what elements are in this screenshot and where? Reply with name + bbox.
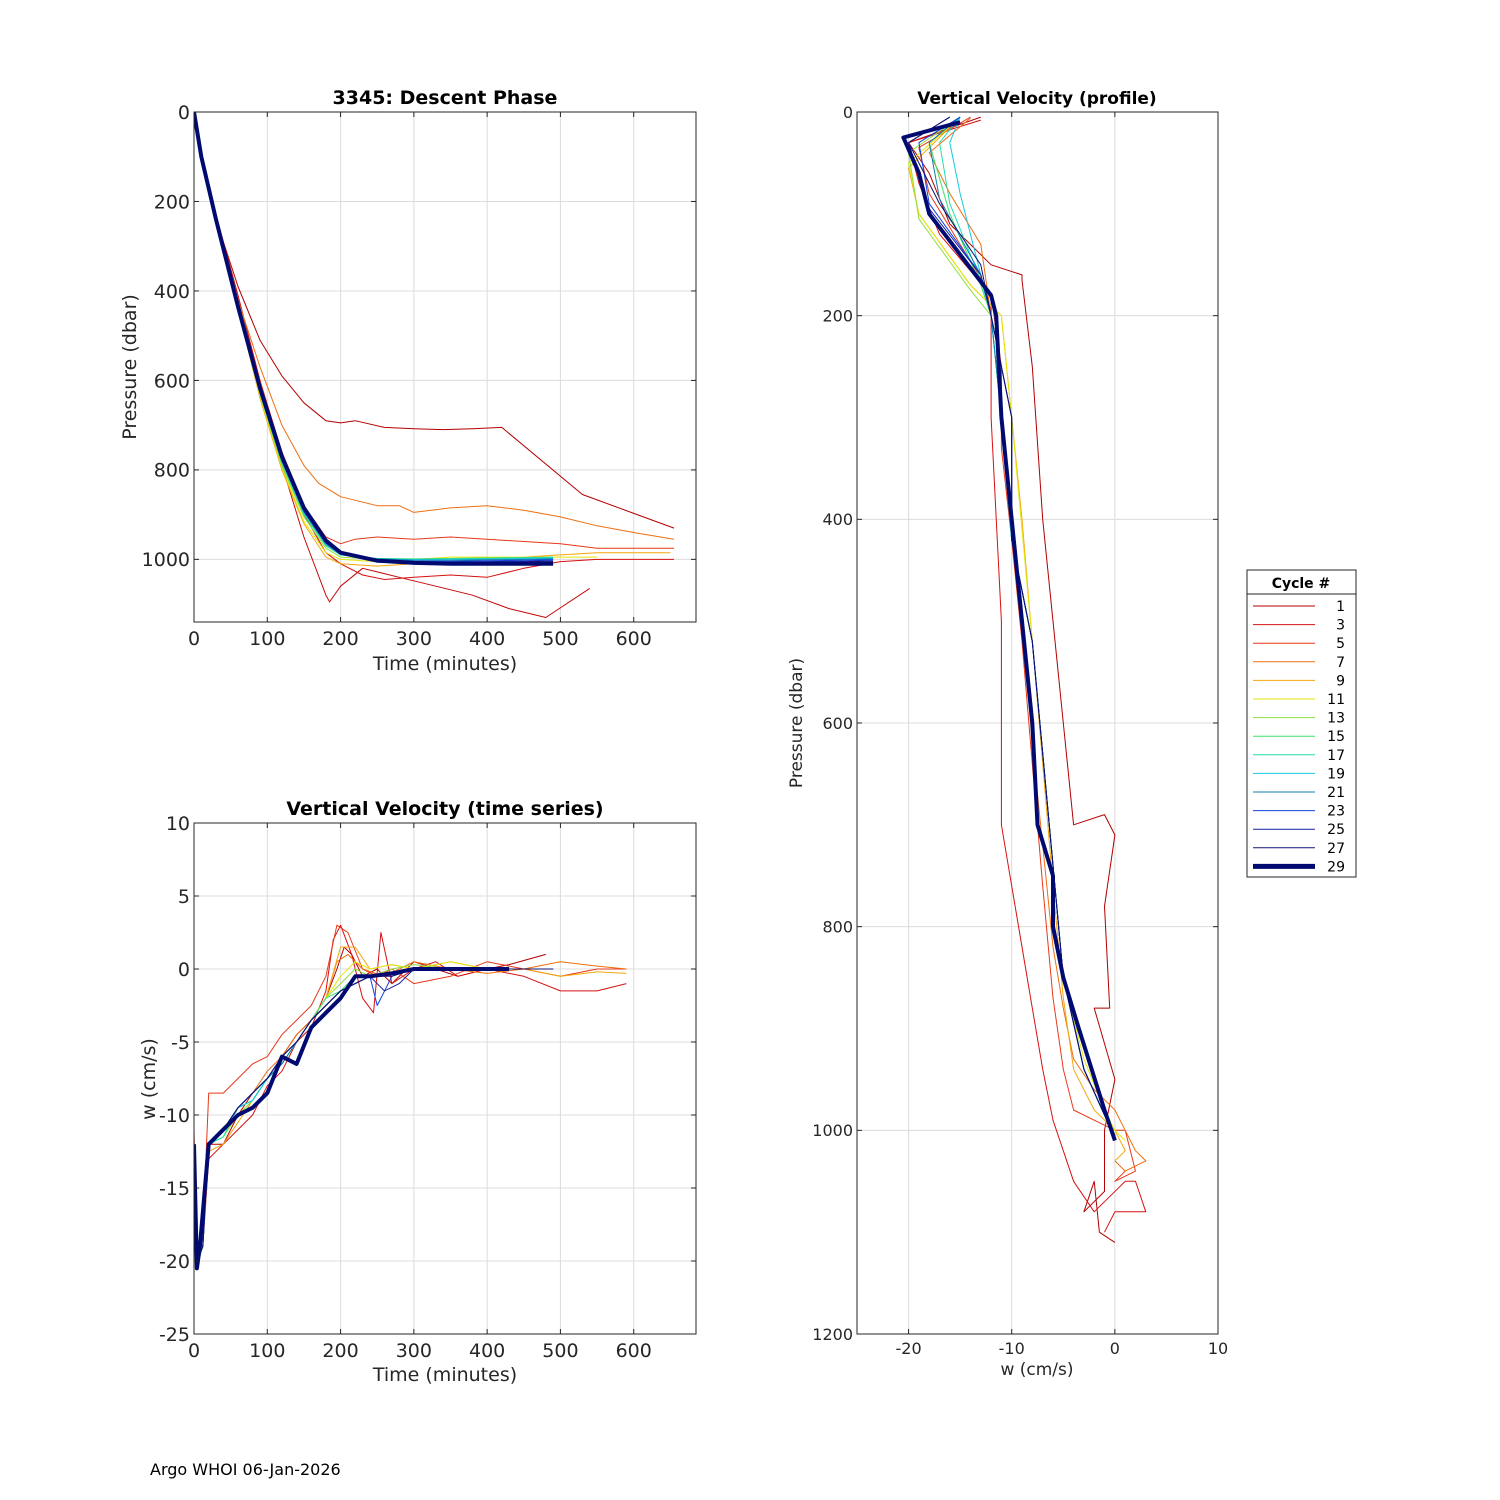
x-tick-label: 0 (1110, 1339, 1120, 1358)
series-line-cycle-27 (908, 116, 1116, 1136)
y-tick-label: 1200 (812, 1325, 853, 1344)
y-tick-label: 0 (843, 103, 853, 122)
x-tick-label: 300 (396, 628, 432, 650)
series-line-cycle-7 (928, 117, 1147, 1172)
x-tick-label: 300 (396, 1340, 432, 1362)
legend-label-29: 29 (1327, 859, 1345, 875)
descent-ylabel: Pressure (dbar) (119, 294, 141, 440)
velocity-time-title: Vertical Velocity (time series) (286, 798, 603, 820)
x-tick-label: 0 (188, 1340, 200, 1362)
series-line-cycle-29 (901, 120, 1117, 1142)
velocity-time-ylabel: w (cm/s) (138, 1038, 160, 1120)
y-tick-label: 600 (154, 370, 190, 392)
y-tick-label: 800 (154, 460, 190, 482)
legend-label-15: 15 (1327, 729, 1345, 745)
velocity-profile-xlabel: w (cm/s) (1000, 1360, 1073, 1380)
series-line-cycle-29 (194, 967, 510, 1271)
y-tick-label: -25 (159, 1324, 190, 1346)
x-tick-label: 100 (249, 1340, 285, 1362)
y-tick-label: -20 (159, 1251, 190, 1273)
y-tick-label: 800 (822, 917, 853, 936)
x-tick-label: 200 (322, 1340, 358, 1362)
x-tick-label: 10 (1208, 1339, 1228, 1358)
descent-grid (194, 112, 696, 622)
x-tick-label: 500 (542, 1340, 578, 1362)
legend-label-5: 5 (1336, 636, 1345, 652)
legend-label-7: 7 (1336, 655, 1345, 671)
y-tick-label: 0 (178, 959, 190, 981)
legend-label-13: 13 (1327, 711, 1345, 727)
x-tick-label: -20 (896, 1339, 922, 1358)
velocity-time-axes-frame (193, 822, 697, 1335)
descent-axes-frame (193, 111, 697, 623)
x-tick-label: -10 (999, 1339, 1025, 1358)
y-tick-label: 10 (166, 813, 190, 835)
legend-label-9: 9 (1336, 673, 1345, 689)
velocity-time-grid (194, 823, 696, 1334)
velocity-time-panel: 0 100 200 300 400 500 600 -25 -20 -15 -10 -5 0 5 10 Ve… (138, 798, 697, 1386)
descent-series (194, 112, 675, 618)
series-line-cycle-3 (194, 924, 627, 1262)
series-line-cycle-1 (908, 116, 1116, 1243)
velocity-profile-grid (857, 112, 1218, 1334)
y-tick-label: 5 (178, 886, 190, 908)
descent-ticks: 0 100 200 300 400 500 600 0 200 400 600 800 1000 (142, 102, 696, 650)
series-line-cycle-5 (194, 924, 627, 1247)
descent-xlabel: Time (minutes) (372, 653, 517, 675)
y-tick-label: 400 (822, 510, 853, 529)
velocity-time-series (194, 924, 627, 1271)
legend-label-27: 27 (1327, 841, 1345, 857)
legend-label-25: 25 (1327, 822, 1345, 838)
legend-label-17: 17 (1327, 748, 1345, 764)
series-line-cycle-29 (194, 112, 554, 566)
velocity-profile-title: Vertical Velocity (profile) (917, 89, 1156, 109)
descent-phase-panel: 0 100 200 300 400 500 600 0 200 400 600 800 1000 334… (119, 87, 697, 675)
y-tick-label: 200 (822, 306, 853, 325)
y-tick-label: -5 (171, 1032, 190, 1054)
series-line-cycle-1 (194, 112, 675, 529)
x-tick-label: 400 (469, 1340, 505, 1362)
y-tick-label: 200 (154, 191, 190, 213)
x-tick-label: 500 (542, 628, 578, 650)
y-tick-label: 600 (822, 714, 853, 733)
footer-credit: Argo WHOI 06-Jan-2026 (150, 1460, 341, 1479)
legend-label-11: 11 (1327, 692, 1345, 708)
x-tick-label: 400 (469, 628, 505, 650)
velocity-profile-ylabel: Pressure (dbar) (787, 658, 807, 788)
y-tick-label: 0 (178, 102, 190, 124)
x-tick-label: 100 (249, 628, 285, 650)
legend-label-19: 19 (1327, 766, 1345, 782)
y-tick-label: 400 (154, 281, 190, 303)
y-tick-label: -15 (159, 1178, 190, 1200)
y-tick-label: 1000 (142, 549, 190, 571)
legend-label-21: 21 (1327, 785, 1345, 801)
velocity-profile-series (901, 116, 1147, 1243)
legend-label-23: 23 (1327, 804, 1345, 820)
x-tick-label: 600 (616, 1340, 652, 1362)
legend-label-3: 3 (1336, 618, 1345, 634)
legend-title: Cycle # (1272, 576, 1331, 592)
descent-plot-area (193, 111, 697, 623)
x-tick-label: 200 (322, 628, 358, 650)
x-tick-label: 600 (616, 628, 652, 650)
y-tick-label: 1000 (812, 1121, 853, 1140)
x-tick-label: 0 (188, 628, 200, 650)
legend-box (1246, 569, 1357, 878)
legend-label-1: 1 (1336, 599, 1345, 615)
descent-title: 3345: Descent Phase (333, 87, 558, 109)
velocity-time-plot-area (193, 822, 697, 1335)
series-line-cycle-2 (194, 112, 590, 618)
y-tick-label: -10 (159, 1105, 190, 1127)
velocity-time-ticks: 0 100 200 300 400 500 600 -25 -20 -15 -10 -5 0 5 10 (159, 813, 696, 1362)
velocity-time-xlabel: Time (minutes) (372, 1364, 517, 1386)
